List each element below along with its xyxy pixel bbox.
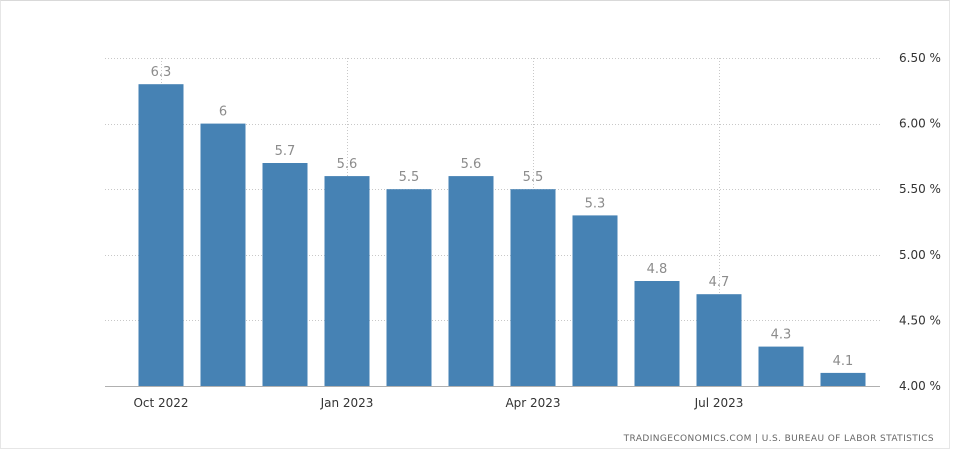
x-tick-label: Jan 2023 xyxy=(320,396,374,410)
y-tick-label: 6.00 % xyxy=(899,117,941,131)
data-label: 5.3 xyxy=(585,196,606,211)
y-tick-label: 5.50 % xyxy=(899,182,941,196)
x-axis-ticks: Oct 2022 Jan 2023 Apr 2023 Jul 2023 xyxy=(133,396,743,410)
y-axis-ticks: 4.00 % 4.50 % 5.00 % 5.50 % 6.00 % 6.50 % xyxy=(899,51,941,393)
bar xyxy=(262,163,308,386)
data-label: 4.7 xyxy=(709,275,730,290)
x-tick-label: Oct 2022 xyxy=(133,396,188,410)
bars xyxy=(138,84,866,386)
data-labels: 6.3 6 5.7 5.6 5.5 5.6 5.5 5.3 4.8 4.7 4.3 4.1 xyxy=(151,65,854,369)
data-label: 5.6 xyxy=(337,157,358,172)
bar xyxy=(634,281,680,386)
data-label: 4.1 xyxy=(833,354,854,369)
source-attribution: TRADINGECONOMICS.COM | U.S. BUREAU OF LA… xyxy=(623,434,934,444)
y-tick-label: 5.00 % xyxy=(899,248,941,262)
x-tick-label: Apr 2023 xyxy=(505,396,560,410)
data-label: 6 xyxy=(219,105,227,120)
data-label: 5.7 xyxy=(275,144,296,159)
bar xyxy=(510,189,556,386)
data-label: 5.5 xyxy=(399,170,420,185)
data-label: 5.5 xyxy=(523,170,544,185)
bar xyxy=(696,294,742,386)
y-tick-label: 4.50 % xyxy=(899,313,941,327)
y-tick-label: 6.50 % xyxy=(899,51,941,65)
bar xyxy=(386,189,432,386)
data-label: 5.6 xyxy=(461,157,482,172)
bar xyxy=(820,372,866,386)
bar xyxy=(138,84,184,386)
y-tick-label: 4.00 % xyxy=(899,379,941,393)
data-label: 4.8 xyxy=(647,262,668,277)
data-label: 6.3 xyxy=(151,65,172,80)
data-label: 4.3 xyxy=(771,328,792,343)
bar xyxy=(572,215,618,386)
bar xyxy=(448,176,494,386)
x-tick-label: Jul 2023 xyxy=(694,396,744,410)
bar xyxy=(324,176,370,386)
bar xyxy=(758,346,804,386)
bar xyxy=(200,123,246,386)
